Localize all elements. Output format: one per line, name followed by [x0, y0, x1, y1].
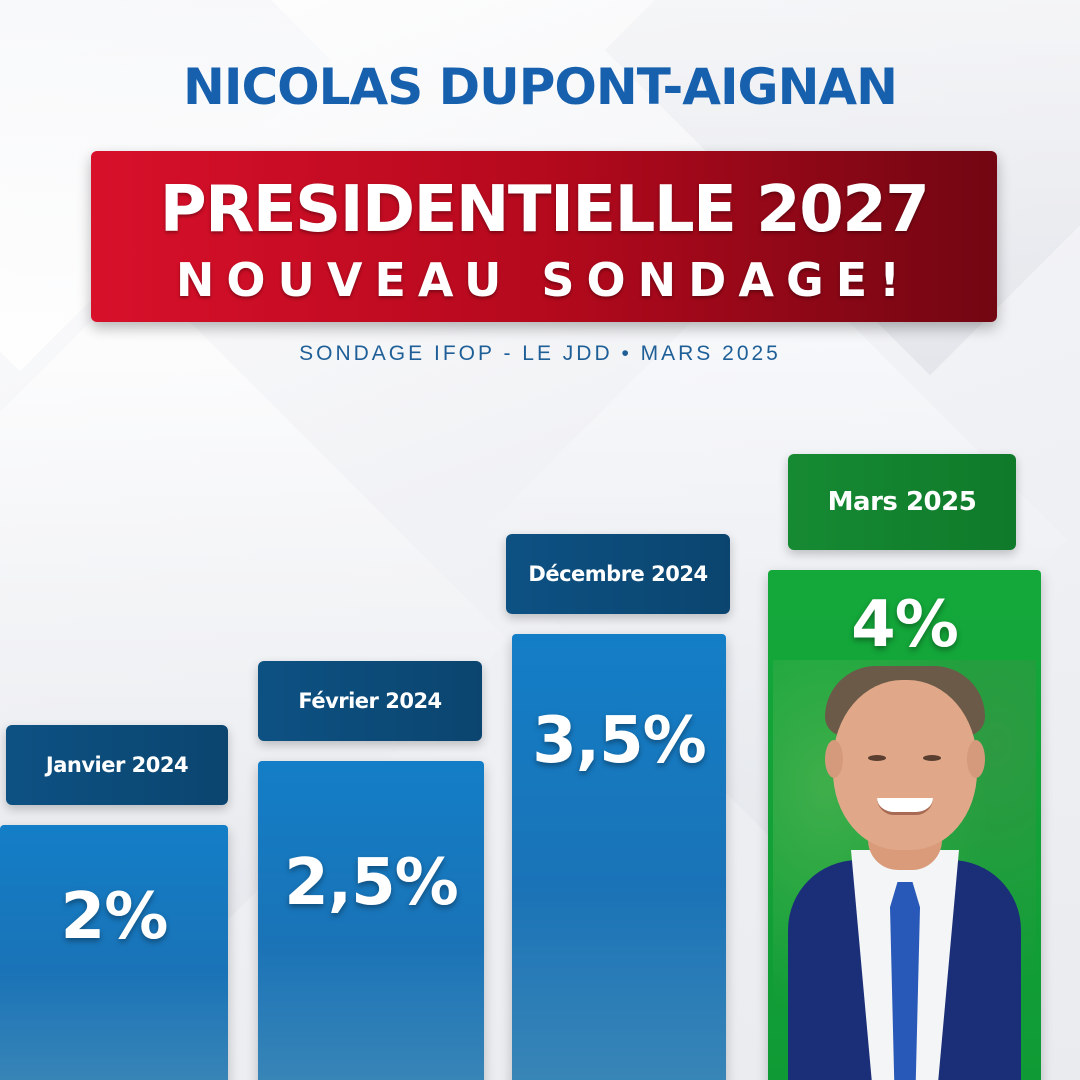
bar-value-label: 2,5%: [284, 846, 459, 920]
portrait-eye-l: [868, 755, 886, 761]
chart-bar: 2%: [0, 825, 228, 1080]
candidate-photo: [773, 660, 1036, 1080]
chart-bar: 4%: [768, 570, 1041, 1080]
category-label: Mars 2025: [788, 454, 1016, 550]
title-banner: PRESIDENTIELLE 2027 NOUVEAU SONDAGE!: [91, 151, 997, 322]
poll-source: SONDAGE IFOP - LE JDD • MARS 2025: [299, 342, 781, 365]
category-label: Février 2024: [258, 661, 482, 741]
portrait-tie: [890, 882, 920, 1080]
bar-value-label: 4%: [851, 588, 959, 662]
banner-subtitle: NOUVEAU SONDAGE!: [175, 253, 913, 307]
portrait-smile: [877, 798, 933, 815]
category-label: Janvier 2024: [6, 725, 228, 805]
banner-title: PRESIDENTIELLE 2027: [159, 173, 930, 247]
portrait-ear-r: [967, 740, 985, 778]
portrait-ear-l: [825, 740, 843, 778]
bar-value-label: 2%: [60, 880, 169, 954]
category-label: Décembre 2024: [506, 534, 730, 614]
bar-value-label: 3,5%: [532, 704, 707, 778]
portrait-head: [833, 680, 977, 850]
chart-bar: 3,5%: [512, 634, 726, 1080]
chart-bar: 2,5%: [258, 761, 484, 1080]
portrait-eye-r: [923, 755, 941, 761]
candidate-name: NICOLAS DUPONT-AIGNAN: [183, 58, 898, 116]
